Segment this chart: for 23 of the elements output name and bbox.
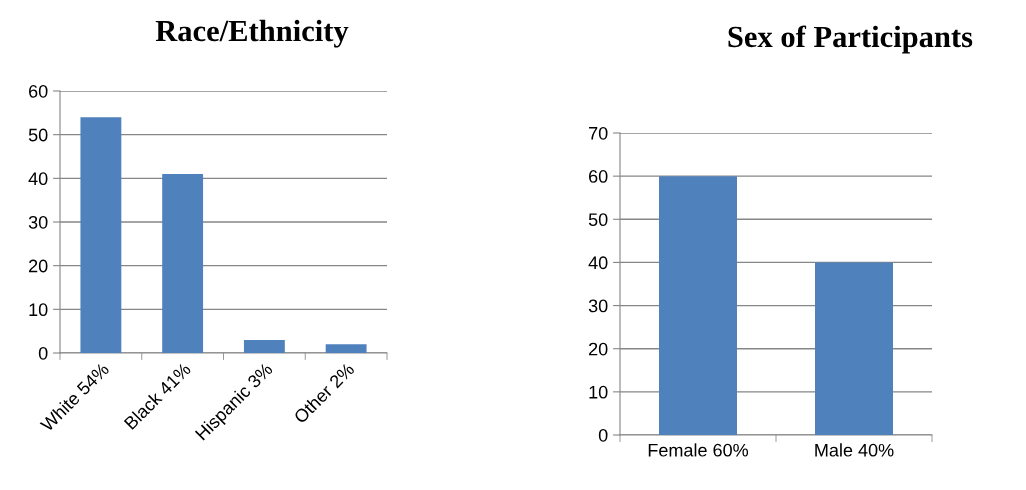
y-tick-label: 60 xyxy=(29,84,48,98)
x-tick-label: Male 40% xyxy=(815,443,894,457)
y-tick-label: 0 xyxy=(38,346,48,360)
y-tick-label: 30 xyxy=(588,299,608,313)
y-tick-label: 40 xyxy=(28,172,48,186)
y-tick-label: 50 xyxy=(588,213,608,227)
y-tick-label: 0 xyxy=(598,428,608,442)
bar xyxy=(325,344,367,353)
y-tick-label: 30 xyxy=(28,215,48,229)
y-tick-label: 20 xyxy=(29,259,48,273)
y-tick-label: 10 xyxy=(589,385,608,399)
y-tick-label: 20 xyxy=(589,342,608,356)
y-tick-label: 70 xyxy=(589,126,608,140)
y-tick-label: 60 xyxy=(589,170,608,183)
bar xyxy=(243,339,285,353)
x-tick-label: Female 60% xyxy=(648,443,749,457)
bar xyxy=(162,173,204,353)
chart-title: Race/Ethnicity xyxy=(155,19,349,48)
bar xyxy=(80,117,122,353)
y-tick-label: 40 xyxy=(588,256,608,270)
y-tick-label: 50 xyxy=(28,128,48,142)
chart-title: Sex of Participants xyxy=(728,25,973,54)
y-tick-label: 10 xyxy=(29,303,48,317)
